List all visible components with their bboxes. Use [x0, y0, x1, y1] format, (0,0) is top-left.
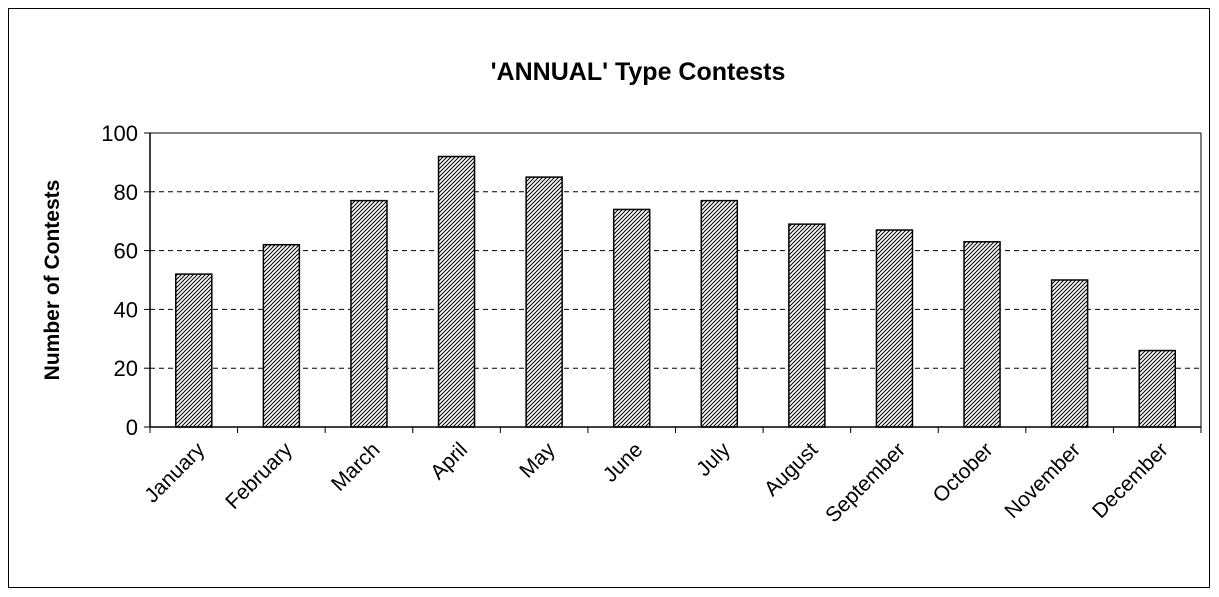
- x-tick-label: July: [692, 438, 735, 481]
- bar-may: [525, 176, 563, 428]
- gridlines: [150, 132, 1201, 369]
- bar-july: [700, 199, 739, 428]
- y-tick-label: 80: [114, 180, 138, 205]
- bar-march: [350, 199, 388, 428]
- axes: [144, 132, 1202, 433]
- bars: [175, 155, 1176, 428]
- bar-january: [175, 273, 213, 428]
- x-tick-label: April: [426, 438, 472, 484]
- x-tick-label: December: [1088, 438, 1173, 523]
- bar-august: [788, 223, 826, 428]
- y-axis-label: Number of Contests: [41, 180, 64, 381]
- chart-title: 'ANNUAL' Type Contests: [491, 58, 786, 86]
- bar-april: [437, 155, 476, 428]
- x-tick-label: February: [221, 438, 297, 514]
- bar-february: [262, 243, 301, 428]
- x-tick-label: March: [327, 438, 385, 496]
- x-tick-label: November: [1000, 438, 1085, 523]
- x-tick-label: January: [140, 438, 209, 507]
- x-tick-label: October: [928, 438, 997, 507]
- y-tick-label: 40: [114, 297, 138, 322]
- bar-june: [612, 208, 651, 428]
- bar-october: [963, 241, 1001, 428]
- x-tick-label: September: [821, 438, 910, 527]
- x-tick-label: June: [599, 438, 647, 486]
- x-tick-label: May: [515, 438, 560, 483]
- y-tick-label: 60: [114, 239, 138, 264]
- x-tick-label: August: [760, 438, 823, 501]
- y-tick-label: 100: [101, 121, 138, 146]
- y-tick-label: 0: [126, 415, 138, 440]
- bar-september: [875, 229, 914, 428]
- y-tick-label: 20: [114, 356, 138, 381]
- bar-december: [1138, 349, 1176, 428]
- bar-november: [1050, 279, 1089, 428]
